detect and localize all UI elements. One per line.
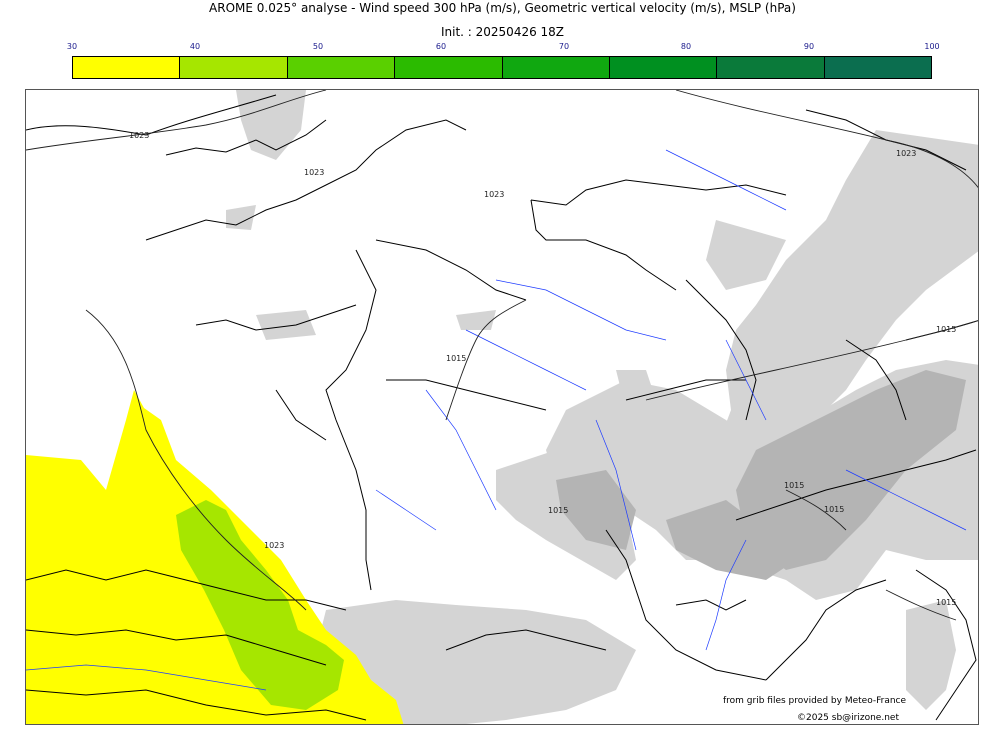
colorbar-segment [502,57,610,78]
coastlines-borders [26,94,978,721]
isobar-label: 1023 [896,149,916,158]
isobar-label: 1015 [446,354,466,363]
colorbar-segment [73,57,181,78]
colorbar-ticks: 30 40 50 60 70 80 90 100 [0,42,1005,54]
mslp-isobars [26,90,978,621]
isobar-label: 1015 [784,481,804,490]
isobar-label: 1015 [548,506,568,515]
strong-updraft-shading [556,370,966,580]
weather-map[interactable]: 1023 1023 1023 1023 1015 1015 1023 1015 … [25,89,979,725]
isobar-label: 1023 [304,168,324,177]
isobar-label: 1015 [936,598,956,607]
chart-title: AROME 0.025° analyse - Wind speed 300 hP… [209,1,796,15]
colorbar-tick: 70 [558,42,570,51]
colorbar-tick: 100 [924,42,940,51]
colorbar-segment [180,57,288,78]
colorbar-tick: 80 [680,42,692,51]
colorbar-tick: 40 [189,42,201,51]
colorbar-tick: 90 [803,42,815,51]
init-time: Init. : 20250426 18Z [440,25,565,39]
isobar-labels: 1023 1023 1023 1023 1015 1015 1023 1015 … [129,131,956,607]
colorbar-segment [824,57,931,78]
data-source-credit: from grib files provided by Meteo-France [723,696,907,706]
wind-speed-colorbar [72,56,932,79]
colorbar-segment [287,57,396,78]
colorbar-tick: 50 [312,42,324,51]
map-canvas: 1023 1023 1023 1023 1015 1015 1023 1015 … [26,90,978,724]
colorbar-segment [717,57,825,78]
copyright-credit: ©2025 sb@irizone.net [797,713,899,723]
colorbar-segment [609,57,718,78]
isobar-label: 1015 [824,505,844,514]
colorbar-tick: 30 [66,42,78,51]
isobar-label: 1015 [936,325,956,334]
isobar-label: 1023 [264,541,284,550]
colorbar-segment [395,57,503,78]
isobar-label: 1023 [129,131,149,140]
rivers [26,149,967,691]
isobar-label: 1023 [484,190,504,199]
colorbar-tick: 60 [435,42,447,51]
